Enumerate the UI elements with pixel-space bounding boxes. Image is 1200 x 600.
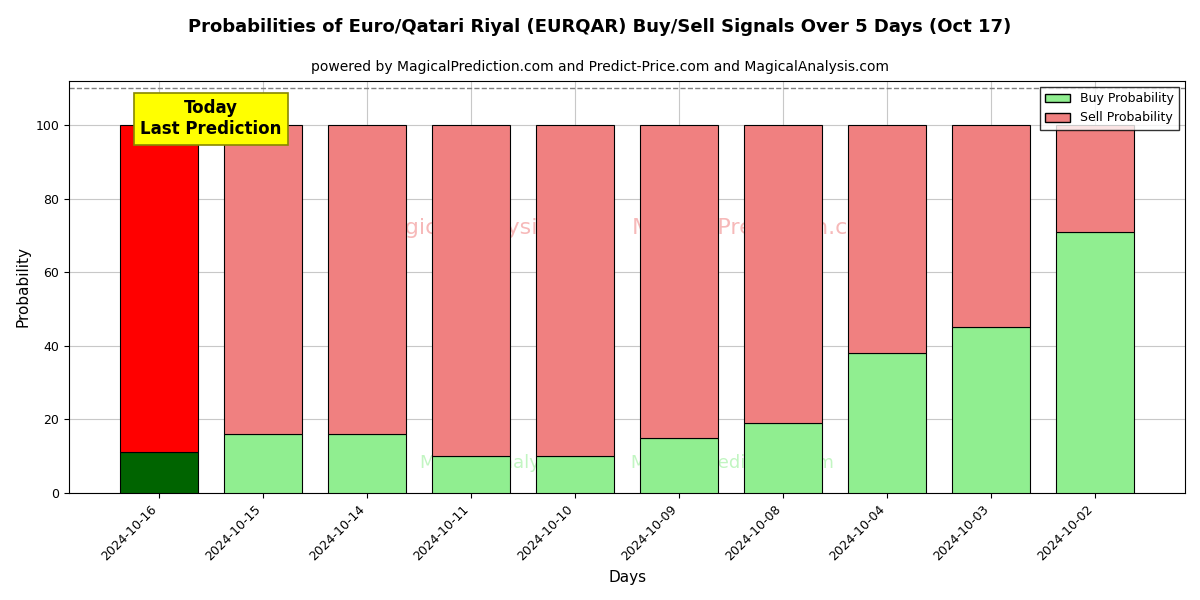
Y-axis label: Probability: Probability [16,247,30,328]
Bar [536,125,614,456]
Bar [953,328,1031,493]
Bar [432,456,510,493]
Text: Probabilities of Euro/Qatari Riyal (EURQAR) Buy/Sell Signals Over 5 Days (Oct 17: Probabilities of Euro/Qatari Riyal (EURQ… [188,18,1012,36]
Legend: Buy Probability, Sell Probability: Buy Probability, Sell Probability [1040,87,1178,130]
Text: MagicalAnalysis.com    MagicalPrediction.com: MagicalAnalysis.com MagicalPrediction.co… [372,218,882,238]
Bar [640,438,718,493]
Bar [1056,125,1134,232]
Text: MagicalAnalysis.com    MagicalPrediction.com: MagicalAnalysis.com MagicalPrediction.co… [420,454,834,472]
Bar [953,125,1031,328]
Bar [536,456,614,493]
Bar [432,125,510,456]
Bar [120,452,198,493]
Bar [1056,232,1134,493]
Bar [848,125,926,353]
Bar [328,125,406,434]
Bar [224,125,302,434]
Bar [120,125,198,452]
Bar [224,434,302,493]
Bar [328,434,406,493]
Text: Today
Last Prediction: Today Last Prediction [140,100,282,138]
Text: powered by MagicalPrediction.com and Predict-Price.com and MagicalAnalysis.com: powered by MagicalPrediction.com and Pre… [311,60,889,74]
Bar [744,125,822,423]
Bar [640,125,718,438]
Bar [848,353,926,493]
X-axis label: Days: Days [608,570,646,585]
Bar [744,423,822,493]
